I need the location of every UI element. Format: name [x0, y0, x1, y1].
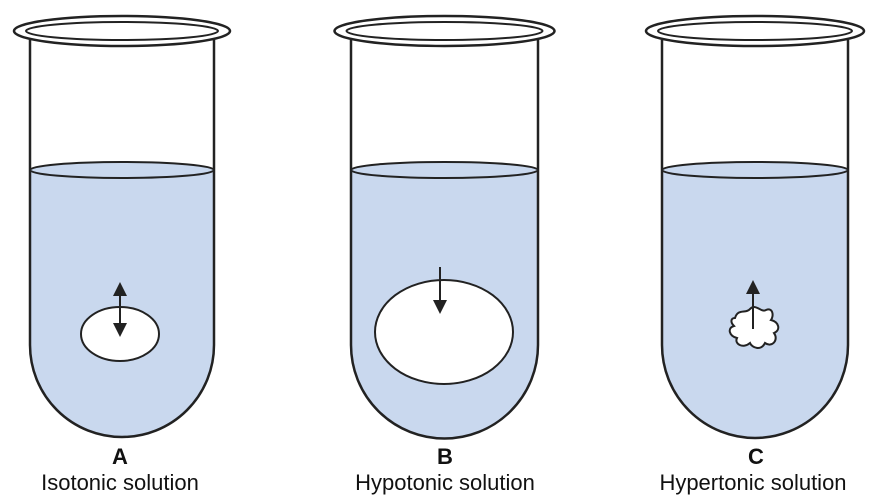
tube-a-caption: Isotonic solution [41, 470, 199, 495]
tube-a-solution [30, 170, 214, 437]
tube-c-letter: C [748, 444, 764, 469]
tube-a-rim-inner [25, 21, 219, 41]
tube-b-rim-inner [345, 21, 544, 41]
tube-c-rim-inner [657, 21, 853, 41]
tube-b-letter: B [437, 444, 453, 469]
tube-b [333, 14, 556, 440]
tube-b-meniscus [350, 161, 539, 179]
tube-a [12, 14, 232, 439]
tube-b-caption: Hypotonic solution [355, 470, 535, 495]
tube-a-glass [28, 40, 216, 439]
tube-a-letter: A [112, 444, 128, 469]
tube-c-solution [662, 170, 848, 438]
tube-b-glass [349, 40, 540, 440]
tube-c-meniscus [661, 161, 849, 179]
tube-a-meniscus [29, 161, 215, 179]
tube-c [644, 14, 866, 440]
swollen-cell [374, 279, 514, 385]
tube-c-caption: Hypertonic solution [659, 470, 847, 495]
tube-c-glass [660, 40, 850, 440]
